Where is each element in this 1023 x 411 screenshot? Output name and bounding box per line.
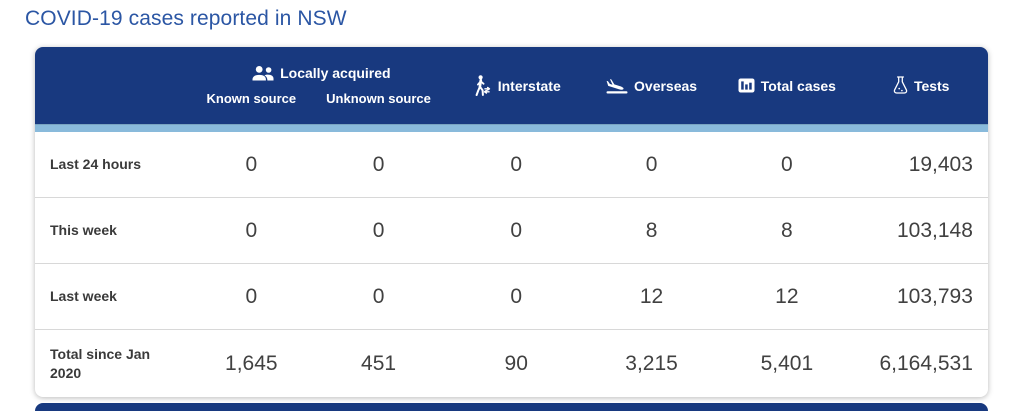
row-label: Last 24 hours	[50, 156, 142, 173]
cell-known-source: 1,645	[225, 351, 278, 375]
total-cases-header: Total cases	[719, 47, 854, 124]
total-cases-label: Total cases	[760, 77, 836, 94]
cell-interstate: 0	[510, 152, 523, 176]
cell-known-source: 0	[245, 152, 258, 176]
overseas-header: Overseas	[584, 47, 719, 124]
table-row: Total since Jan 2020 1,645 451 90 3,215 …	[35, 329, 988, 397]
covid-table-card: Locally acquired Known source Unknown so…	[35, 47, 988, 397]
header-accent-stripe	[35, 124, 988, 132]
table-row: Last 24 hours 0 0 0 0 0 19,403	[35, 132, 988, 197]
cell-tests: 103,793	[897, 284, 973, 308]
cell-total-cases: 5,401	[760, 351, 814, 375]
interstate-header: Interstate	[449, 47, 584, 124]
cell-interstate: 0	[510, 218, 523, 242]
cell-tests: 103,148	[897, 218, 973, 242]
cell-overseas: 12	[639, 284, 664, 308]
table-header: Locally acquired Known source Unknown so…	[35, 47, 988, 124]
cell-unknown-source: 0	[372, 284, 385, 308]
table-row: Last week 0 0 0 12 12 103,793	[35, 263, 988, 329]
page-title: COVID-19 cases reported in NSW	[25, 7, 347, 30]
cell-interstate: 90	[504, 351, 528, 375]
row-label: Total since Jan 2020	[50, 346, 151, 381]
cell-overseas: 8	[645, 218, 658, 242]
flask-icon	[893, 76, 908, 94]
cell-total-cases: 8	[781, 218, 793, 242]
tests-label: Tests	[913, 77, 950, 94]
table-row: This week 0 0 0 8 8 103,148	[35, 197, 988, 263]
cell-total-cases: 0	[781, 152, 793, 176]
cell-unknown-source: 0	[372, 152, 385, 176]
interstate-label: Interstate	[497, 77, 561, 94]
people-icon	[252, 65, 274, 80]
bar-chart-icon	[738, 78, 755, 93]
cell-tests: 19,403	[908, 152, 973, 176]
row-label: This week	[50, 222, 117, 239]
table-body: Last 24 hours 0 0 0 0 0 19,403 This week…	[35, 132, 988, 397]
cell-known-source: 0	[245, 218, 258, 242]
locally-acquired-label: Locally acquired	[280, 65, 391, 81]
known-source-subheader: Known source	[206, 91, 297, 106]
cell-unknown-source: 451	[361, 351, 397, 375]
cell-overseas: 3,215	[625, 351, 678, 375]
cell-tests: 6,164,531	[879, 351, 973, 375]
row-label: Last week	[50, 288, 117, 305]
unknown-source-subheader: Unknown source	[326, 91, 431, 106]
cell-total-cases: 12	[775, 284, 799, 308]
cell-unknown-source: 0	[372, 218, 385, 242]
cell-overseas: 0	[645, 152, 658, 176]
cell-known-source: 0	[245, 284, 258, 308]
next-widget-top-bar	[35, 403, 988, 411]
tests-header: Tests	[855, 47, 988, 124]
overseas-label: Overseas	[634, 77, 698, 94]
walking-person-icon	[475, 75, 490, 96]
plane-landing-icon	[606, 78, 628, 93]
locally-acquired-header: Locally acquired	[194, 57, 448, 81]
cell-interstate: 0	[510, 284, 523, 308]
